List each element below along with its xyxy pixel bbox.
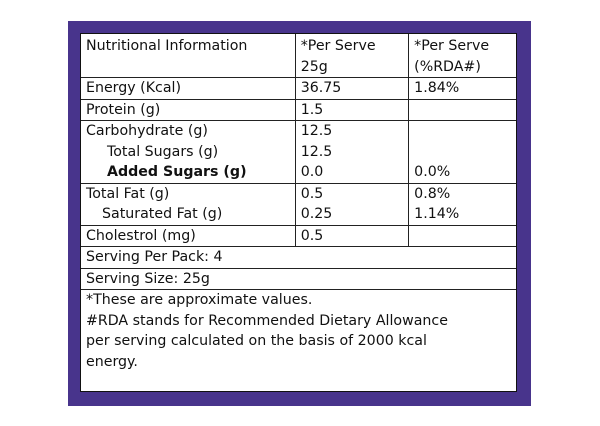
fat-group-labels: Total Fat (g) Saturated Fat (g)	[81, 182, 296, 226]
table-row-serving-size: Serving Size: 25g	[81, 267, 516, 290]
row-label-saturated-fat: Saturated Fat (g)	[102, 206, 223, 222]
row-rda-carbohydrate	[414, 121, 511, 142]
row-per-serve: 0.5	[294, 224, 410, 247]
table-row-serving-per-pack: Serving Per Pack: 4	[81, 246, 516, 269]
row-label: Protein (g)	[81, 98, 296, 121]
table-row-cholestrol: Cholestrol (mg) 0.5	[81, 224, 516, 247]
footnote-rda-line3: energy.	[86, 353, 138, 370]
footnote-rda-line2: per serving calculated on the basis of 2…	[86, 333, 427, 349]
header-rda-line1: *Per Serve	[414, 38, 490, 54]
row-rda	[408, 98, 516, 121]
row-rda: 1.84%	[408, 77, 516, 100]
row-per-serve-added-sugars: 0.0	[300, 164, 324, 180]
row-label-total-fat: Total Fat (g)	[86, 185, 170, 202]
row-label: Energy (Kcal)	[81, 77, 296, 100]
footnote-approximate: *These are approximate values.	[86, 292, 313, 308]
row-rda-saturated-fat: 1.14%	[414, 206, 460, 222]
fat-group-rda: 0.8% 1.14%	[408, 182, 516, 226]
row-rda-total-sugars	[414, 142, 511, 163]
row-rda-added-sugars: 0.0%	[414, 164, 451, 180]
label-frame: Nutritional Information *Per Serve 25g *…	[68, 21, 531, 406]
row-rda	[408, 224, 516, 247]
carb-group-per-serve: 12.5 12.5 0.0	[294, 120, 410, 184]
footnotes: *These are approximate values. #RDA stan…	[81, 289, 516, 372]
table-header-row: Nutritional Information *Per Serve 25g *…	[81, 34, 516, 78]
row-per-serve-saturated-fat: 0.25	[300, 206, 333, 222]
table-row-notes: *These are approximate values. #RDA stan…	[81, 289, 516, 372]
row-per-serve-total-sugars: 12.5	[300, 143, 333, 160]
nutrition-panel: Nutritional Information *Per Serve 25g *…	[80, 33, 517, 392]
row-per-serve-total-fat: 0.5	[300, 185, 324, 202]
carb-group-labels: Carbohydrate (g) Total Sugars (g) Added …	[81, 120, 296, 184]
row-per-serve-carbohydrate: 12.5	[300, 123, 333, 139]
table-row-fat-group: Total Fat (g) Saturated Fat (g) 0.5 0.25…	[81, 182, 516, 226]
row-per-serve: 36.75	[294, 77, 410, 100]
header-per-serve-line2: 25g	[300, 58, 328, 75]
nutrition-table: Nutritional Information *Per Serve 25g *…	[81, 34, 516, 372]
serving-size: Serving Size: 25g	[81, 267, 516, 290]
table-row-carbohydrate-group: Carbohydrate (g) Total Sugars (g) Added …	[81, 120, 516, 184]
row-rda-total-fat: 0.8%	[414, 185, 451, 202]
header-nutritional-information: Nutritional Information	[81, 34, 296, 78]
footnote-rda-line1: #RDA stands for Recommended Dietary Allo…	[86, 312, 448, 329]
header-per-serve: *Per Serve 25g	[294, 34, 410, 78]
fat-group-per-serve: 0.5 0.25	[294, 182, 410, 226]
header-per-serve-rda: *Per Serve (%RDA#)	[408, 34, 516, 78]
carb-group-rda: 0.0%	[408, 120, 516, 184]
serving-per-pack: Serving Per Pack: 4	[81, 246, 516, 269]
row-label-carbohydrate: Carbohydrate (g)	[86, 123, 208, 139]
row-label-total-sugars: Total Sugars (g)	[107, 143, 219, 160]
header-rda-line2: (%RDA#)	[414, 58, 481, 75]
table-row-protein: Protein (g) 1.5	[81, 98, 516, 121]
header-per-serve-line1: *Per Serve	[300, 38, 376, 54]
row-label: Cholestrol (mg)	[81, 224, 296, 247]
table-row-energy: Energy (Kcal) 36.75 1.84%	[81, 77, 516, 100]
row-per-serve: 1.5	[294, 98, 410, 121]
row-label-added-sugars: Added Sugars (g)	[107, 164, 247, 180]
